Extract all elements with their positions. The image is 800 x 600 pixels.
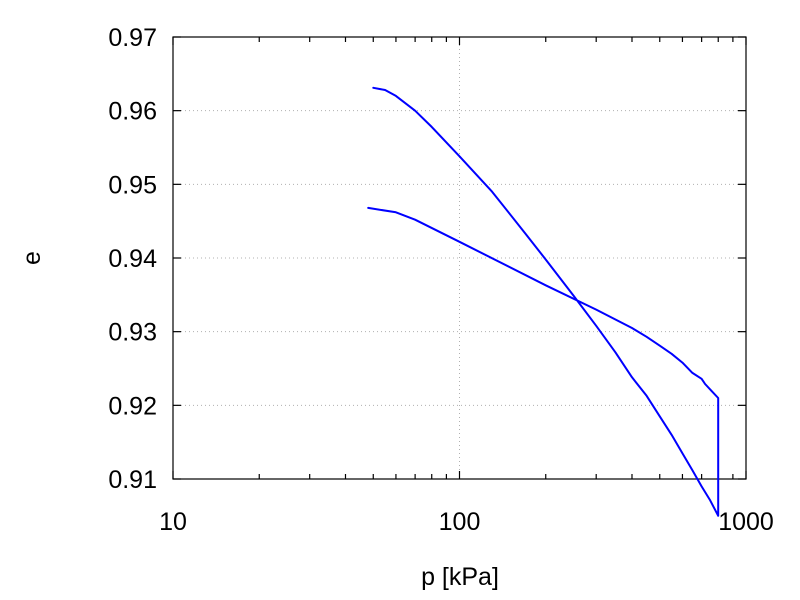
y-tick-label: 0.92	[108, 392, 157, 420]
y-tick-label: 0.96	[108, 98, 157, 126]
x-tick-label: 100	[439, 508, 481, 536]
x-axis-label: p [kPa]	[421, 563, 499, 591]
x-tick-labels: 10 100 1000	[159, 508, 774, 536]
y-axis-label: e	[18, 251, 46, 265]
axis-ticks	[172, 36, 747, 480]
series-line	[367, 86, 720, 517]
x-tick-label: 10	[159, 508, 187, 536]
y-tick-label: 0.97	[108, 24, 157, 52]
y-tick-label: 0.91	[108, 466, 157, 494]
grid-lines	[173, 37, 746, 479]
series-layer	[367, 86, 720, 517]
y-tick-label: 0.93	[108, 319, 157, 347]
y-tick-label: 0.94	[108, 245, 157, 273]
y-tick-labels: 0.91 0.92 0.93 0.94 0.95 0.96 0.97	[108, 24, 157, 494]
x-tick-label: 1000	[718, 508, 774, 536]
y-tick-label: 0.95	[108, 171, 157, 199]
